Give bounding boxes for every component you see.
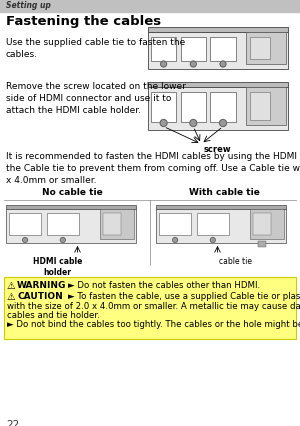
- Bar: [197, 213, 229, 235]
- Text: With cable tie: With cable tie: [189, 188, 260, 197]
- Bar: [6, 209, 136, 243]
- Bar: [148, 87, 288, 130]
- Circle shape: [60, 238, 65, 242]
- Bar: [181, 92, 206, 122]
- Circle shape: [160, 120, 167, 127]
- Circle shape: [190, 120, 197, 127]
- Text: Fastening the cables: Fastening the cables: [6, 15, 161, 29]
- Text: cable tie: cable tie: [219, 257, 252, 266]
- Text: ► Do not fasten the cables other than HDMI.: ► Do not fasten the cables other than HD…: [68, 281, 260, 290]
- Bar: [253, 213, 271, 235]
- Bar: [246, 32, 286, 64]
- Bar: [0, 0, 300, 12]
- Text: ► Do not bind the cables too tightly. The cables or the hole might be damaged.: ► Do not bind the cables too tightly. Th…: [7, 320, 300, 329]
- Bar: [250, 37, 270, 59]
- Text: ⚠: ⚠: [7, 281, 16, 291]
- Bar: [246, 87, 286, 125]
- Text: Remove the screw located on the lower
side of HDMI connector and use it to
attac: Remove the screw located on the lower si…: [6, 82, 186, 115]
- Circle shape: [220, 61, 226, 67]
- Bar: [258, 241, 266, 247]
- Bar: [103, 213, 121, 235]
- Bar: [148, 32, 288, 69]
- Text: ⚠: ⚠: [7, 292, 16, 302]
- Circle shape: [220, 120, 226, 127]
- Bar: [6, 205, 136, 209]
- Bar: [156, 205, 286, 209]
- Text: 22: 22: [6, 420, 19, 426]
- Text: ► To fasten the cable, use a supplied Cable tie or plastic tie: ► To fasten the cable, use a supplied Ca…: [68, 292, 300, 301]
- Text: Use the supplied cable tie to fasten the
cables.: Use the supplied cable tie to fasten the…: [6, 38, 185, 59]
- Text: cables and tie holder.: cables and tie holder.: [7, 311, 100, 320]
- Text: screw: screw: [203, 145, 231, 154]
- Text: with the size of 2.0 x 4.0mm or smaller. A metallic tie may cause damage to the: with the size of 2.0 x 4.0mm or smaller.…: [7, 302, 300, 311]
- Bar: [100, 209, 134, 239]
- Text: It is recommended to fasten the HDMI cables by using the HDMI cable holder and
t: It is recommended to fasten the HDMI cab…: [6, 152, 300, 184]
- Text: HDMI cable
holder: HDMI cable holder: [33, 257, 82, 277]
- Text: Setting up: Setting up: [6, 2, 51, 11]
- Bar: [210, 92, 236, 122]
- Bar: [156, 209, 286, 243]
- Text: WARNING: WARNING: [17, 281, 66, 290]
- Text: CAUTION: CAUTION: [17, 292, 63, 301]
- Text: No cable tie: No cable tie: [42, 188, 102, 197]
- Bar: [159, 213, 191, 235]
- Bar: [210, 37, 236, 61]
- Bar: [148, 27, 288, 32]
- Bar: [181, 37, 206, 61]
- Bar: [151, 37, 176, 61]
- Bar: [250, 209, 284, 239]
- Circle shape: [160, 61, 166, 67]
- Circle shape: [210, 238, 215, 242]
- Bar: [9, 213, 41, 235]
- Bar: [148, 82, 288, 87]
- Bar: [4, 277, 296, 339]
- Circle shape: [172, 238, 178, 242]
- Circle shape: [190, 61, 196, 67]
- Bar: [250, 92, 270, 120]
- Circle shape: [22, 238, 28, 242]
- Bar: [151, 92, 176, 122]
- Bar: [47, 213, 79, 235]
